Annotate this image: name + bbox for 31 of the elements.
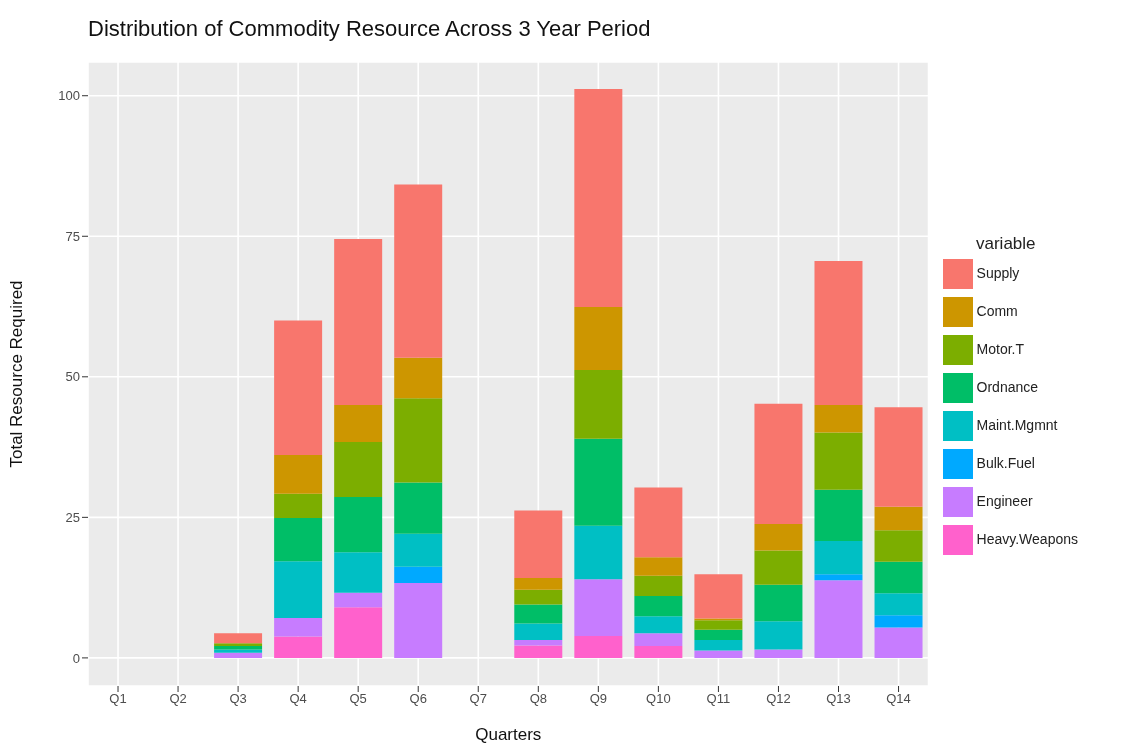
legend-title: variable — [976, 234, 1036, 254]
x-axis-title: Quarters — [475, 725, 542, 744]
y-tick-label: 50 — [65, 369, 80, 385]
y-tick-label: 75 — [65, 228, 80, 244]
x-tick-label: Q5 — [349, 691, 367, 707]
x-tick-label: Q4 — [289, 691, 307, 707]
x-tick-label: Q14 — [886, 691, 911, 707]
legend-label: Supply — [976, 265, 1020, 281]
x-tick-label: Q3 — [229, 691, 247, 707]
y-tick-label: 100 — [58, 88, 80, 104]
legend-label: Motor.T — [976, 341, 1025, 357]
x-tick-label: Q7 — [469, 691, 487, 707]
y-tick-label: 25 — [65, 509, 80, 525]
legend-label: Engineer — [976, 493, 1033, 509]
legend-label: Bulk.Fuel — [976, 455, 1035, 471]
x-tick-label: Q9 — [589, 691, 608, 707]
legend-label: Heavy.Weapons — [976, 531, 1078, 547]
x-tick-label: Q13 — [826, 691, 851, 707]
legend-label: Ordnance — [976, 379, 1039, 395]
y-tick-label: 0 — [72, 650, 80, 666]
y-axis-title: Total Resource Required — [7, 280, 27, 468]
chart-title: Distribution of Commodity Resource Across 3 Year Period — [87, 15, 652, 43]
x-tick-label: Q11 — [706, 691, 731, 707]
legend-label: Comm — [976, 303, 1018, 319]
legend-label: Maint.Mgmnt — [976, 417, 1058, 433]
x-tick-label: Q1 — [109, 691, 127, 707]
x-tick-label: Q10 — [646, 691, 671, 707]
x-tick-label: Q2 — [169, 691, 187, 707]
x-tick-label: Q6 — [409, 691, 427, 707]
x-tick-label: Q12 — [766, 691, 791, 707]
x-tick-label: Q8 — [529, 691, 547, 707]
